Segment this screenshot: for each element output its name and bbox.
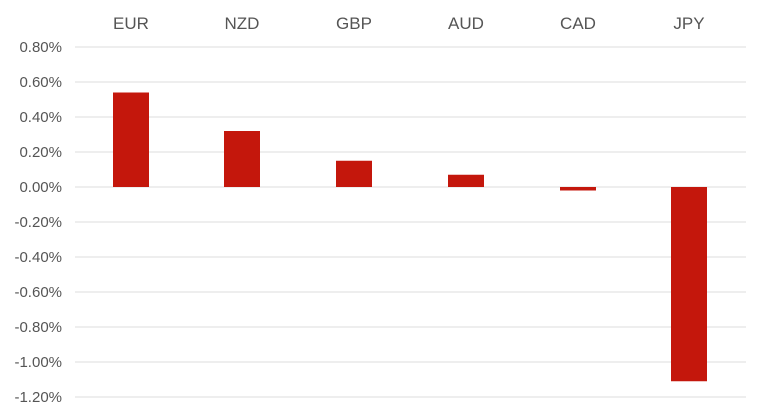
gridlines [75,46,746,398]
y-tick-label: -1.00% [14,354,62,371]
y-tick-label: -0.20% [14,214,62,231]
bars [113,92,707,382]
y-axis-tick-labels: 0.80% 0.60% 0.40% 0.20% 0.00% -0.20% -0.40% -0.… [14,39,62,406]
y-tick-label: 0.60% [19,74,62,91]
y-tick-label: -1.20% [14,389,62,406]
y-tick-label: 0.00% [19,179,62,196]
bar-eur [113,92,149,187]
bar-cad [560,187,596,191]
bar-jpy [671,187,707,382]
category-label: GBP [336,14,372,33]
y-tick-label: -0.60% [14,284,62,301]
bar-nzd [224,131,260,187]
y-tick-label: 0.80% [19,39,62,56]
bar-gbp [336,160,372,187]
category-label: NZD [225,14,260,33]
category-label: CAD [560,14,596,33]
category-label: EUR [113,14,149,33]
category-labels: EUR NZD GBP AUD CAD JPY [113,14,705,33]
y-tick-label: -0.80% [14,319,62,336]
y-tick-label: 0.40% [19,109,62,126]
y-tick-label: 0.20% [19,144,62,161]
category-label: AUD [448,14,484,33]
category-label: JPY [673,14,704,33]
y-tick-label: -0.40% [14,249,62,266]
bar-aud [448,174,484,187]
